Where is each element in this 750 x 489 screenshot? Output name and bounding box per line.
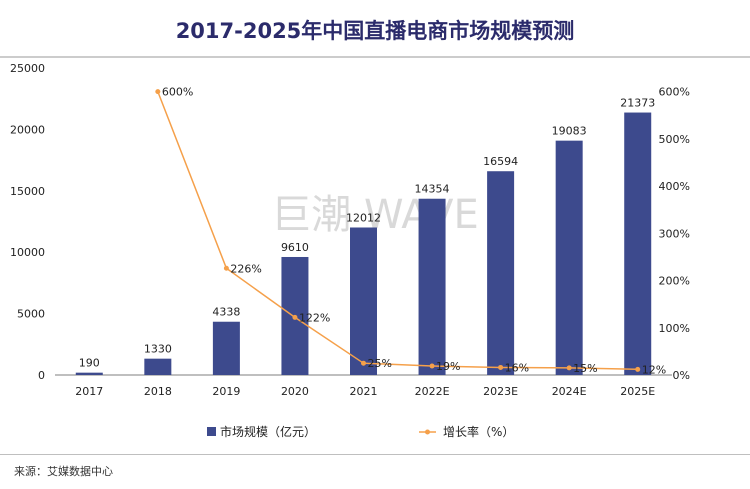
y-left-tick-label: 20000 — [10, 123, 45, 136]
bar-data-label: 9610 — [281, 241, 309, 254]
growth-point — [223, 265, 229, 271]
y-axis-right: 0% 100% 200% 300% 400% 500% 600% — [659, 86, 690, 382]
bar — [418, 198, 446, 375]
bar-data-label: 12012 — [346, 211, 381, 224]
chart-title: 2017-2025年中国直播电商市场规模预测 — [176, 19, 575, 43]
x-tick-label: 2021 — [350, 385, 378, 398]
bar — [487, 171, 515, 375]
y-left-tick-label: 25000 — [10, 62, 45, 75]
growth-point — [635, 366, 641, 372]
growth-data-label: 12% — [642, 363, 666, 376]
bar-data-label: 16594 — [483, 155, 518, 168]
x-tick-label: 2024E — [552, 385, 587, 398]
growth-point — [155, 89, 161, 95]
growth-data-label: 122% — [299, 311, 330, 324]
legend-bar-label: 市场规模（亿元） — [220, 424, 316, 439]
y-axis-left: 0 5000 10000 15000 20000 25000 — [10, 62, 45, 382]
growth-data-label: 19% — [436, 360, 460, 373]
y-right-tick-label: 100% — [659, 322, 690, 335]
legend-bar-swatch — [207, 427, 216, 436]
bar — [624, 112, 652, 376]
growth-point — [429, 363, 435, 369]
growth-point — [498, 364, 504, 370]
bar — [75, 372, 103, 375]
growth-point — [292, 314, 298, 320]
bar-data-label: 14354 — [415, 183, 450, 196]
y-left-tick-label: 5000 — [17, 308, 45, 321]
legend-line-label: 增长率（%） — [443, 424, 514, 439]
growth-data-label: 25% — [368, 357, 392, 370]
footer-divider — [0, 454, 750, 455]
growth-point — [361, 360, 366, 366]
growth-line — [157, 91, 638, 371]
x-tick-label: 2019 — [212, 385, 240, 398]
y-right-tick-label: 0% — [673, 369, 690, 382]
y-right-tick-label: 600% — [659, 86, 690, 99]
bar-data-label: 1330 — [144, 343, 172, 356]
growth-line-series: 600% 226% 122% 25% 19% 16% 15% 12% — [155, 86, 666, 376]
growth-point — [566, 365, 572, 371]
bar-data-label: 19083 — [552, 125, 587, 138]
legend: 市场规模（亿元） 增长率（%） — [207, 424, 514, 439]
bar — [212, 321, 240, 375]
x-tick-label: 2018 — [144, 385, 172, 398]
bar — [555, 140, 583, 375]
x-tick-label: 2020 — [281, 385, 309, 398]
x-tick-label: 2023E — [483, 385, 518, 398]
y-right-tick-label: 400% — [659, 180, 690, 193]
source-note: 来源：艾媒数据中心 — [14, 465, 113, 478]
bar-data-label: 190 — [79, 357, 100, 370]
y-left-tick-label: 0 — [38, 369, 45, 382]
y-left-tick-label: 15000 — [10, 185, 45, 198]
growth-data-label: 16% — [505, 361, 529, 374]
bar-data-label: 21373 — [620, 97, 655, 110]
y-right-tick-label: 200% — [659, 275, 690, 288]
x-tick-label: 2022E — [415, 385, 450, 398]
growth-data-label: 226% — [230, 262, 261, 275]
legend-line-marker — [425, 429, 430, 435]
bar-series — [75, 112, 652, 376]
x-tick-label: 2025E — [620, 385, 655, 398]
bar-data-label: 4338 — [212, 306, 240, 319]
growth-data-label: 15% — [573, 362, 597, 375]
growth-data-label: 600% — [162, 86, 193, 99]
x-axis-tick-labels: 2017 2018 2019 2020 2021 2022E 2023E 2024E 2025E — [75, 385, 655, 398]
y-left-tick-label: 10000 — [10, 246, 45, 259]
y-right-tick-label: 300% — [659, 227, 690, 240]
x-tick-label: 2017 — [75, 385, 103, 398]
bar — [350, 227, 377, 375]
bar — [144, 358, 172, 375]
y-right-tick-label: 500% — [659, 133, 690, 146]
bar-data-labels: 190 1330 4338 9610 12012 14354 16594 19083 21373 — [79, 97, 655, 370]
